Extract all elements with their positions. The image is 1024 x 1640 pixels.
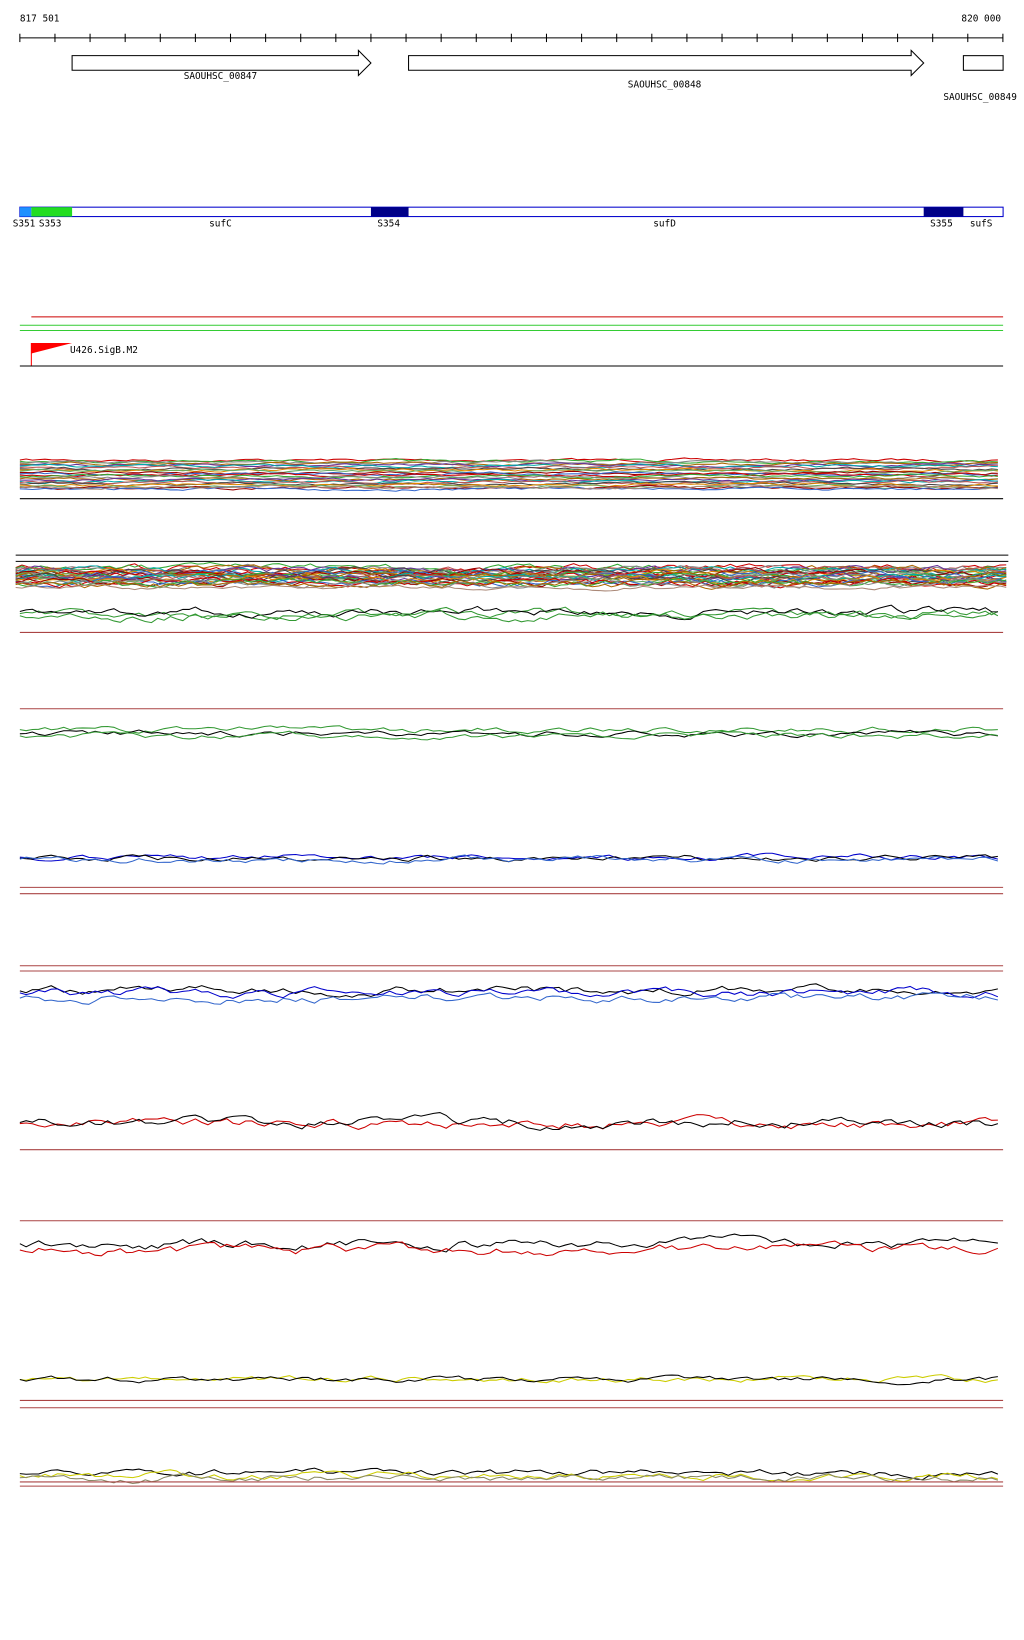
expression-line bbox=[19, 1374, 998, 1386]
segment-label: sufD bbox=[653, 218, 676, 229]
expression-line bbox=[19, 1374, 998, 1384]
expression-line bbox=[15, 564, 1007, 577]
promoter-label: U426.SigB.M2 bbox=[70, 345, 138, 356]
segment-label: sufC bbox=[209, 218, 232, 229]
expression-line bbox=[19, 604, 998, 621]
gene-label: SAOUHSC_00848 bbox=[628, 79, 702, 90]
expression-line bbox=[19, 472, 998, 478]
expression-line bbox=[19, 725, 998, 735]
expression-line bbox=[19, 458, 998, 465]
expression-line bbox=[19, 482, 998, 488]
ruler-ticks bbox=[19, 33, 1004, 43]
expression-line bbox=[19, 1472, 999, 1485]
segment-label: sufS bbox=[970, 218, 993, 229]
segment bbox=[31, 207, 73, 217]
segment bbox=[19, 207, 32, 217]
expression-line bbox=[19, 470, 998, 476]
gene-box bbox=[962, 55, 1004, 71]
expression-line bbox=[19, 476, 998, 482]
expression-line bbox=[19, 854, 999, 865]
expression-line bbox=[15, 572, 1007, 584]
expression-line bbox=[15, 578, 1007, 590]
expression-line bbox=[19, 484, 998, 490]
expression-line bbox=[19, 457, 998, 463]
segment-bar bbox=[19, 206, 1004, 218]
expression-line bbox=[19, 459, 998, 466]
expression-line bbox=[19, 486, 998, 492]
gene-label: SAOUHSC_00847 bbox=[184, 71, 258, 82]
promoter-flag bbox=[31, 343, 73, 354]
expression-line bbox=[19, 730, 998, 741]
ruler-start: 817 501 bbox=[20, 14, 60, 25]
gene-arrow bbox=[408, 49, 925, 77]
segment-label: S353 bbox=[39, 218, 62, 229]
segment-label: S354 bbox=[377, 218, 400, 229]
expression-line bbox=[19, 466, 998, 472]
expression-line bbox=[19, 1240, 999, 1257]
segment-label: S351 bbox=[13, 218, 36, 229]
expression-line bbox=[19, 1112, 999, 1131]
expression-line bbox=[19, 1114, 998, 1130]
expression-line bbox=[19, 463, 998, 469]
gene-label: SAOUHSC_00849 bbox=[943, 92, 1017, 103]
expression-line bbox=[19, 985, 999, 999]
expression-line bbox=[19, 1233, 998, 1253]
expression-tracks bbox=[15, 457, 1009, 1487]
segment bbox=[370, 207, 409, 217]
ruler-end: 820 000 bbox=[961, 14, 1001, 25]
expression-line bbox=[19, 480, 998, 487]
expression-line bbox=[15, 577, 1007, 589]
expression-line bbox=[19, 983, 998, 998]
segment bbox=[923, 207, 964, 217]
expression-line bbox=[19, 609, 999, 624]
expression-line bbox=[19, 729, 998, 739]
expression-line bbox=[19, 992, 999, 1005]
expression-line bbox=[19, 468, 998, 474]
segment-label: S355 bbox=[930, 218, 953, 229]
gene-arrow bbox=[71, 49, 372, 77]
expression-line bbox=[15, 583, 1007, 592]
